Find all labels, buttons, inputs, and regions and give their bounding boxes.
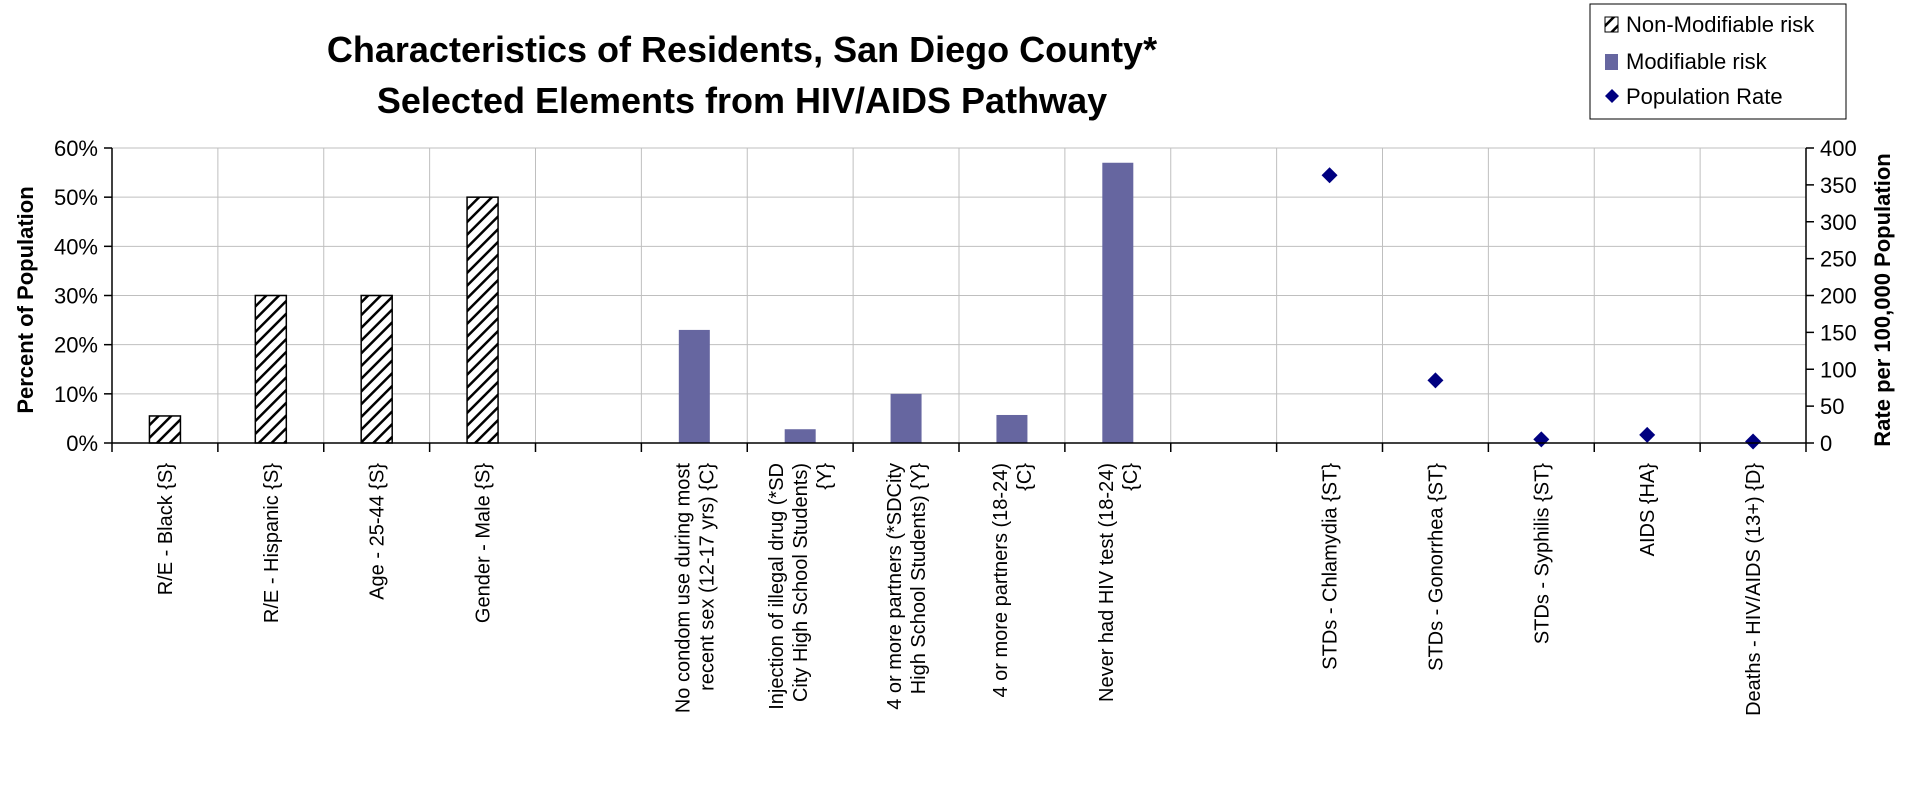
bar-non-modifiable-2 — [360, 294, 393, 444]
bar-non-modifiable-3 — [466, 196, 499, 444]
legend-frame — [1589, 3, 1847, 120]
bar-modifiable-5 — [678, 329, 710, 443]
category-label: R/E - Hispanic {S} — [261, 463, 283, 623]
y2-tick-label: 200 — [1820, 284, 1857, 309]
category-label-line: recent sex (12-17 yrs) {C} — [696, 463, 718, 691]
y2-tick-label: 300 — [1820, 210, 1857, 235]
category-label-line: STDs - Syphilis {ST} — [1531, 463, 1553, 644]
y2-tick-label: 400 — [1820, 136, 1857, 161]
marker-population-rate-14 — [1639, 426, 1656, 443]
y-tick-label: 60% — [54, 136, 98, 161]
category-label: 4 or more partners (18-24) {C} — [990, 463, 1036, 698]
category-label-line: Age - 25-44 {S} — [367, 463, 389, 600]
category-label-line: High School Students) {Y} — [908, 463, 930, 695]
bar-modifiable-8 — [996, 414, 1028, 443]
category-label-line: {C} — [1014, 463, 1036, 491]
category-label-line: R/E - Black {S} — [155, 463, 177, 596]
category-label-line: R/E - Hispanic {S} — [261, 463, 283, 623]
legend-swatch-non-modifiable — [1604, 16, 1619, 33]
axes — [104, 147, 1814, 452]
category-label: Injection of illegal drug (*SD City High … — [766, 463, 836, 710]
y2-tick-label: 100 — [1820, 357, 1857, 382]
category-label: 4 or more partners (*SDCity High School S… — [884, 463, 930, 710]
category-label-line: 4 or more partners (*SDCity — [884, 463, 906, 710]
marker-population-rate-13 — [1533, 431, 1550, 448]
y2-axis-title: Rate per 100,000 Population — [1870, 153, 1895, 446]
legend-label-non-modifiable: Non-Modifiable risk — [1626, 12, 1815, 37]
category-label: STDs - Syphilis {ST} — [1531, 463, 1553, 644]
y-tick-label: 0% — [66, 431, 98, 456]
category-label-line: Deaths - HIV/AIDS (13+) {D} — [1743, 463, 1765, 716]
category-label: No condom use during most recent sex (12-… — [672, 463, 718, 714]
marker-population-rate-11 — [1321, 167, 1338, 184]
category-label-line: STDs - Chlamydia {ST} — [1320, 463, 1342, 670]
y-tick-label: 50% — [54, 185, 98, 210]
category-labels: R/E - Black {S} R/E - Hispanic {S} Age - 2… — [155, 463, 1765, 716]
category-label-line: STDs - Gonorrhea {ST} — [1425, 463, 1447, 671]
legend-label-population-rate: Population Rate — [1626, 84, 1783, 109]
y-tick-label: 30% — [54, 284, 98, 309]
category-label-line: {Y} — [814, 463, 836, 490]
category-label-line: 4 or more partners (18-24) — [990, 463, 1012, 698]
category-label: STDs - Gonorrhea {ST} — [1425, 463, 1447, 671]
category-label-line: AIDS {HA} — [1637, 463, 1659, 557]
category-label: Gender - Male {S} — [473, 463, 495, 623]
category-label-line: Never had HIV test (18-24) — [1096, 463, 1118, 702]
y2-tick-label: 0 — [1820, 431, 1832, 456]
category-label-line: No condom use during most — [672, 463, 694, 714]
bar-non-modifiable-0 — [148, 415, 182, 444]
y2-tick-label: 250 — [1820, 247, 1857, 272]
category-label: Deaths - HIV/AIDS (13+) {D} — [1743, 463, 1765, 716]
category-label-line: Injection of illegal drug (*SD — [766, 463, 788, 710]
bar-modifiable-9 — [1102, 162, 1134, 443]
tick-labels: 0% 10% 20% 30% 40% 50% 60% 0 50 100 150 200 250 300 35… — [54, 136, 1857, 456]
legend-swatch-modifiable — [1605, 54, 1618, 70]
legend-swatch-population-rate — [1605, 89, 1619, 103]
category-label: STDs - Chlamydia {ST} — [1320, 463, 1342, 670]
grid-lines — [112, 147, 1806, 444]
bar-non-modifiable-1 — [254, 294, 288, 444]
y-tick-label: 10% — [54, 382, 98, 407]
bar-modifiable-6 — [784, 429, 816, 443]
y-tick-label: 40% — [54, 234, 98, 259]
chart-title-line-1: Characteristics of Residents, San Diego … — [327, 29, 1157, 70]
chart-title-line-2: Selected Elements from HIV/AIDS Pathway — [377, 80, 1107, 121]
markers — [1321, 167, 1762, 450]
y-axis-title: Percent of Population — [13, 186, 38, 413]
legend: Non-Modifiable risk Modifiable risk Popu… — [1589, 3, 1847, 120]
y2-tick-label: 50 — [1820, 394, 1844, 419]
marker-population-rate-12 — [1427, 372, 1444, 389]
category-label: Never had HIV test (18-24) {C} — [1096, 463, 1142, 702]
bar-modifiable-7 — [890, 393, 922, 443]
category-label: AIDS {HA} — [1637, 463, 1659, 557]
y-tick-label: 20% — [54, 333, 98, 358]
y2-tick-label: 150 — [1820, 320, 1857, 345]
bars — [148, 162, 1134, 444]
category-label: Age - 25-44 {S} — [367, 463, 389, 600]
category-label: R/E - Black {S} — [155, 463, 177, 596]
y2-tick-label: 350 — [1820, 173, 1857, 198]
marker-population-rate-15 — [1745, 433, 1762, 450]
legend-label-modifiable: Modifiable risk — [1626, 49, 1768, 74]
category-label-line: City High School Students) — [790, 463, 812, 702]
category-label-line: Gender - Male {S} — [473, 463, 495, 623]
category-label-line: {C} — [1120, 463, 1142, 491]
